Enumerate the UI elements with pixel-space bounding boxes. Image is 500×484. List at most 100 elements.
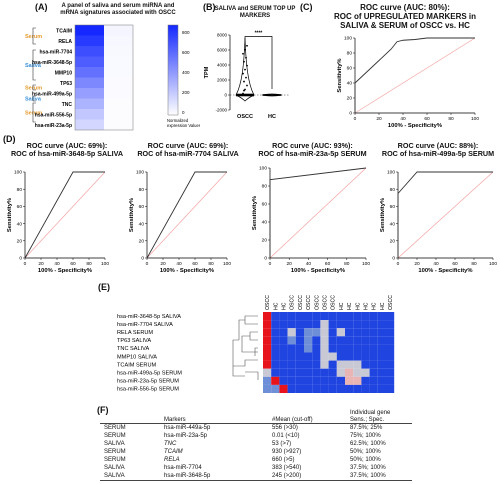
panel-label-e: (E) xyxy=(98,282,110,292)
violin-oscc-point xyxy=(245,76,247,79)
violin-oscc-point xyxy=(243,89,245,92)
heatmap-a-cell xyxy=(104,98,133,109)
panel-d3-title-line1: ROC curve (AUC: 93%): xyxy=(272,141,353,150)
heatmap-e-cell xyxy=(361,384,370,393)
heatmap-a-row-label: hsa-miR-556-5p xyxy=(35,112,72,118)
violin-y-tick-label: -2000 xyxy=(215,108,227,113)
roc-y-tick-label: 40 xyxy=(17,221,23,227)
heatmap-e-row-label: TNC SALIVA xyxy=(117,346,149,352)
heatmap-e-cell xyxy=(320,376,329,385)
heatmap-a-cell xyxy=(104,119,133,130)
roc-x-tick-label: 20 xyxy=(287,261,293,267)
colorbar-tick-label: 400 xyxy=(182,70,190,75)
heatmap-e-col-label: HC xyxy=(355,302,361,310)
heatmap-e-col-label: OSCC xyxy=(265,295,271,310)
table-header xyxy=(100,410,160,425)
heatmap-e-cell xyxy=(312,312,321,321)
heatmap-e-cell xyxy=(345,344,354,353)
heatmap-e-cell xyxy=(328,352,337,361)
heatmap-e-cell xyxy=(279,336,288,345)
panel-d2-title: ROC curve (AUC: 69%): ROC of hsa-miR-770… xyxy=(128,141,248,159)
roc-x-label: 100% - Specificity% xyxy=(388,123,442,129)
heatmap-e-cell xyxy=(386,368,395,377)
heatmap-e-cell xyxy=(279,320,288,329)
heatmap-e-cell xyxy=(312,376,321,385)
table-cell: hsa-miR-23a-5p xyxy=(164,433,208,440)
heatmap-e-row-label: TP63 SALIVA xyxy=(117,338,151,344)
table-cell: 245 (>200) xyxy=(268,472,346,482)
heatmap-e-cell xyxy=(377,360,386,369)
roc-y-tick-label: 60 xyxy=(139,204,145,210)
roc-x-tick-label: 60 xyxy=(325,261,331,267)
heatmap-e-cell xyxy=(369,312,378,321)
heatmap-e-row-label: MMP10 SALIVA xyxy=(117,354,157,360)
heatmap-e-cell xyxy=(361,376,370,385)
roc-x-tick-label: 40 xyxy=(54,261,60,267)
heatmap-e-cell xyxy=(336,352,345,361)
panel-d3-title-line2: ROC of hsa-miR-23a-5p SERUM xyxy=(258,149,367,159)
heatmap-e-cell xyxy=(263,352,272,361)
roc-y-tick-label: 80 xyxy=(262,184,268,190)
heatmap-e-cell xyxy=(295,360,304,369)
heatmap-a-cell xyxy=(75,46,104,57)
heatmap-e-cell xyxy=(336,384,345,393)
heatmap-e-row-label: hsa-miR-499a-5p SERUM xyxy=(117,371,182,377)
heatmap-e-cell xyxy=(353,344,362,353)
heatmap-e-cell xyxy=(320,352,329,361)
colorbar-tick-label: 600 xyxy=(182,50,190,55)
roc-y-tick-label: 40 xyxy=(262,220,268,226)
heatmap-e-cell xyxy=(336,336,345,345)
heatmap-e-cell xyxy=(304,320,313,329)
table-cell: 62.5%; 100% xyxy=(350,441,386,448)
heatmap-e-cell xyxy=(353,376,362,385)
heatmap-a-cell xyxy=(75,77,104,88)
violin-oscc-point xyxy=(245,56,247,59)
heatmap-a-row-label: MMP10 xyxy=(55,70,72,76)
roc-y-tick-label: 60 xyxy=(347,66,353,72)
heatmap-e-cell xyxy=(271,312,280,321)
table-header-row: Markers #Mean (cut-off) Individual gene … xyxy=(100,410,412,425)
heatmap-e-cell xyxy=(345,336,354,345)
violin-oscc-point xyxy=(243,80,245,83)
heatmap-e-cell xyxy=(386,312,395,321)
heatmap-e-cell xyxy=(345,376,354,385)
roc-x-tick-label: 80 xyxy=(86,261,92,267)
heatmap-a-group-bracket xyxy=(32,27,36,45)
heatmap-e-cell xyxy=(295,376,304,385)
heatmap-e-cell xyxy=(263,360,272,369)
table-cell: TCAIM xyxy=(164,449,183,456)
heatmap-e-cell xyxy=(287,344,296,353)
heatmap-e-cell xyxy=(353,320,362,329)
heatmap-e-cell xyxy=(263,312,272,321)
table-cell: 87.5%; 25% xyxy=(350,425,383,432)
heatmap-e-cell xyxy=(271,352,280,361)
heatmap-a-group-label: Serum xyxy=(25,111,42,117)
heatmap-a-cell xyxy=(104,109,133,120)
table-row: SERUM TCAIM 930 (>927) 50%; 100% xyxy=(100,448,412,456)
roc-curve xyxy=(269,167,367,258)
roc-x-tick-label: 20 xyxy=(376,116,382,122)
heatmap-e-cell xyxy=(328,368,337,377)
heatmap-e-row-label: hsa-miR-7704 SALIVA xyxy=(117,322,173,328)
heatmap-e-cell xyxy=(328,376,337,385)
roc-reference-line xyxy=(24,171,106,259)
table-row: SERUM hsa-miR-23a-5p 0.01 (<10) 75%; 100% xyxy=(100,432,412,440)
panel-a-title: A panel of saliva and serum miRNA and mR… xyxy=(60,3,176,17)
heatmap-e-cell xyxy=(312,320,321,329)
panel-d2-title-line2: ROC of hsa-miR-7704 SALIVA xyxy=(137,149,239,159)
heatmap-e-cell xyxy=(304,312,313,321)
roc-y-tick-label: 20 xyxy=(17,239,23,245)
heatmap-e-cell xyxy=(386,336,395,345)
table-row: SALIVA hsa-miR-3648-5p 245 (>200) 37.5%; 10… xyxy=(100,472,412,482)
violin-y-tick-label: 2000 xyxy=(217,78,228,83)
heatmap-e-col-label: OSCC xyxy=(331,295,337,310)
table-cell: 37.5%; 100% xyxy=(346,472,412,482)
roc-y-tick-label: 0 xyxy=(19,256,22,262)
roc-x-tick-label: 100 xyxy=(223,261,231,267)
panel-d3-title: ROC curve (AUC: 93%): ROC of hsa-miR-23a… xyxy=(250,141,375,159)
heatmap-a-row-label: hsa-miR-3648-5p xyxy=(32,60,72,66)
heatmap-e-cell xyxy=(320,368,329,377)
heatmap-e-col-label: OSCC xyxy=(323,295,329,310)
heatmap-e-cell xyxy=(369,320,378,329)
heatmap-e-cell xyxy=(345,368,354,377)
